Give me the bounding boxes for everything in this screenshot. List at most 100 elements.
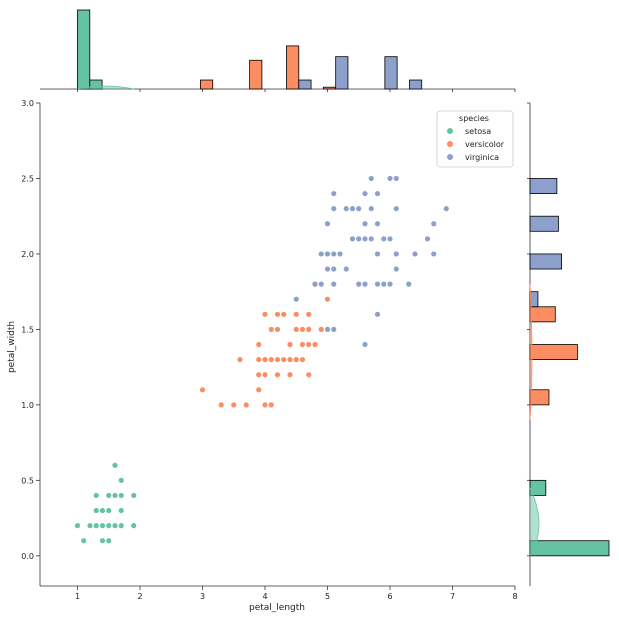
data-point-virginica (424, 236, 431, 242)
data-point-versicolor (274, 372, 281, 378)
data-point-versicolor (274, 326, 281, 333)
x-tick-label: 5 (325, 592, 330, 601)
legend-marker-setosa (447, 128, 453, 134)
data-point-virginica (362, 341, 368, 348)
data-point-virginica (337, 251, 343, 257)
data-point-virginica (374, 281, 381, 287)
data-point-virginica (387, 281, 393, 287)
data-point-virginica (356, 281, 362, 287)
top-hist-bar-versicolor (249, 59, 263, 90)
top-density-setosa (77, 85, 134, 90)
top-hist-bar-versicolor (200, 79, 214, 90)
data-point-setosa (118, 523, 124, 529)
data-point-virginica (387, 236, 393, 242)
data-point-versicolor (262, 372, 268, 378)
data-point-versicolor (218, 402, 224, 408)
data-point-versicolor (306, 372, 312, 378)
data-point-versicolor (274, 311, 281, 317)
data-point-versicolor (231, 402, 237, 408)
x-tick-label: 8 (512, 592, 517, 601)
data-point-virginica (331, 281, 337, 287)
legend-frame (436, 110, 514, 168)
data-point-setosa (106, 507, 112, 514)
data-point-virginica (331, 190, 337, 197)
data-point-virginica (368, 206, 374, 212)
data-point-virginica (374, 190, 381, 197)
data-point-setosa (118, 507, 124, 514)
data-point-versicolor (262, 356, 268, 363)
data-point-virginica (393, 206, 399, 212)
data-point-virginica (362, 236, 368, 242)
data-point-versicolor (293, 326, 299, 333)
data-point-setosa (93, 507, 99, 514)
top-hist-bar-virginica (298, 79, 312, 90)
y-tick-label: 0.5 (21, 476, 34, 485)
data-point-setosa (87, 523, 93, 529)
right-hist-bar-versicolor (529, 344, 578, 360)
scatter-points (74, 175, 449, 544)
top-hist-bar-versicolor (322, 86, 337, 90)
data-point-virginica (368, 236, 374, 242)
data-point-versicolor (268, 326, 274, 333)
x-tick-label: 6 (387, 592, 392, 601)
data-point-versicolor (299, 356, 306, 363)
data-point-virginica (393, 175, 399, 182)
data-point-setosa (93, 492, 99, 499)
data-point-virginica (362, 221, 368, 227)
data-point-versicolor (287, 356, 293, 363)
data-point-virginica (318, 251, 324, 257)
data-point-versicolor (306, 341, 312, 348)
data-point-virginica (324, 326, 331, 333)
data-point-versicolor (274, 356, 281, 363)
x-tick-label: 1 (75, 592, 80, 601)
legend-marker-virginica (447, 154, 453, 160)
data-point-virginica (412, 251, 418, 257)
data-point-virginica (368, 175, 374, 182)
data-point-virginica (374, 251, 381, 257)
data-point-virginica (318, 281, 324, 287)
data-point-versicolor (237, 356, 243, 363)
data-point-setosa (74, 523, 81, 529)
data-point-setosa (81, 538, 87, 544)
data-point-virginica (343, 266, 349, 272)
data-point-versicolor (312, 341, 318, 348)
data-point-virginica (374, 311, 381, 317)
right-hist-bar-virginica (529, 215, 559, 232)
data-point-versicolor (306, 311, 312, 317)
legend-title: species (459, 114, 489, 123)
data-point-versicolor (262, 402, 268, 408)
data-point-virginica (381, 281, 387, 287)
x-tick-label: 2 (137, 592, 142, 601)
data-point-setosa (93, 523, 99, 529)
data-point-virginica (324, 221, 331, 227)
data-point-versicolor (281, 356, 287, 363)
right-density-setosa (529, 487, 540, 557)
data-point-setosa (99, 523, 106, 529)
data-point-versicolor (287, 372, 293, 378)
data-point-virginica (374, 221, 381, 227)
data-point-versicolor (281, 311, 287, 317)
data-point-virginica (381, 236, 387, 242)
top-hist-bar-virginica (335, 56, 349, 90)
legend-label-virginica: virginica (465, 153, 499, 162)
data-point-virginica (431, 251, 437, 257)
top-hist-bar-setosa (77, 9, 91, 90)
data-point-versicolor (256, 372, 262, 378)
data-point-versicolor (318, 326, 324, 333)
data-point-setosa (106, 492, 112, 499)
data-point-virginica (443, 206, 449, 212)
data-point-virginica (356, 236, 362, 242)
data-point-virginica (331, 326, 337, 333)
data-point-virginica (356, 206, 362, 212)
data-point-versicolor (299, 326, 306, 333)
top-hist-bar-virginica (384, 56, 398, 90)
y-tick-label: 1.5 (21, 325, 34, 334)
data-point-virginica (349, 206, 356, 212)
data-point-setosa (118, 477, 124, 483)
data-point-virginica (331, 251, 337, 257)
data-point-virginica (293, 296, 299, 302)
y-tick-label: 2.0 (21, 250, 34, 259)
data-point-versicolor (262, 311, 268, 317)
data-point-virginica (324, 251, 331, 257)
